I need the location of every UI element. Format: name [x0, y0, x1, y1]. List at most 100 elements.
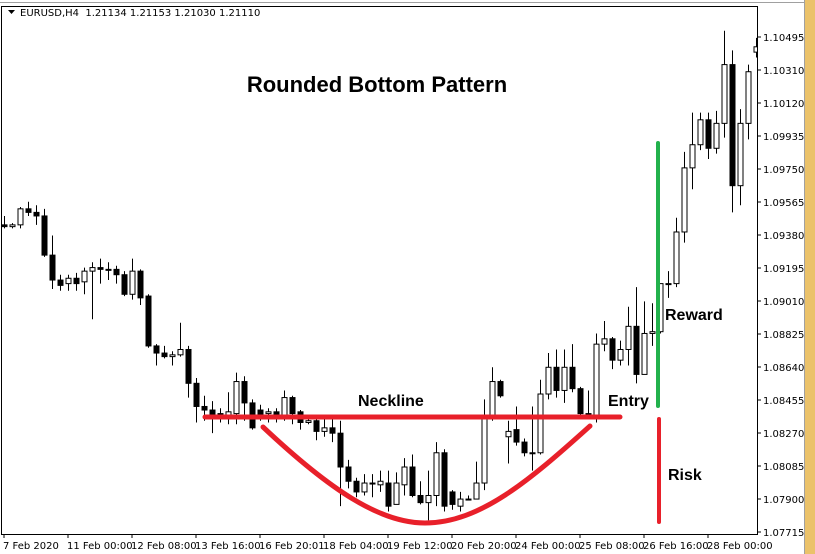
candle: [241, 376, 248, 421]
candle-body-bear: [497, 381, 504, 397]
risk-label: Risk: [668, 467, 702, 484]
candle-body-bear: [569, 366, 576, 390]
y-tick-label: 1.08455: [763, 396, 804, 407]
candle: [545, 353, 552, 400]
candle: [505, 420, 512, 464]
candle-body-bull: [481, 416, 488, 484]
candle-body-bull: [457, 498, 464, 507]
candle: [345, 459, 352, 489]
candle: [377, 470, 384, 492]
y-tick-label: 1.09565: [763, 198, 804, 209]
candle: [73, 272, 80, 291]
candle: [353, 477, 360, 498]
candle-body-bear: [121, 274, 128, 295]
x-tick-label: 20 Feb 20:00: [451, 541, 517, 552]
candle-body-bear: [729, 64, 736, 187]
candle: [745, 64, 752, 140]
candle-body-bull: [169, 354, 176, 358]
candle-body-bear: [521, 441, 528, 454]
candle-body-bear: [153, 345, 160, 354]
candle: [521, 438, 528, 457]
candle-body-bear: [705, 119, 712, 149]
entry-label: Entry: [608, 393, 649, 410]
candle-body-bull: [529, 452, 536, 455]
candle: [313, 417, 320, 441]
candle-body-bull: [233, 381, 240, 415]
candle-body-bull: [641, 332, 648, 375]
candle-body-bear: [289, 397, 296, 415]
candle: [625, 306, 632, 366]
y-tick-label: 1.10495: [763, 33, 804, 44]
candle: [609, 337, 616, 370]
candle-body-bull: [737, 122, 744, 187]
candle: [465, 495, 472, 501]
x-tick-label: 16 Feb 20:01: [259, 541, 325, 552]
candle: [649, 303, 656, 346]
candle: [417, 481, 424, 505]
candle-body-bear: [33, 211, 40, 217]
candle: [449, 490, 456, 510]
y-tick-label: 1.08640: [763, 363, 804, 374]
candle-body-bear: [57, 279, 64, 286]
candle-body-bull: [65, 277, 72, 285]
candle-body-bear: [385, 482, 392, 507]
candle-body-bull: [697, 119, 704, 146]
candle-body-bull: [361, 482, 368, 493]
candle-body-bull: [433, 452, 440, 496]
candle: [289, 395, 296, 425]
x-tick-label: 12 Feb 08:00: [131, 541, 197, 552]
x-tick-label: 18 Feb 04:00: [323, 541, 389, 552]
candle-body-bear: [345, 466, 352, 482]
candle: [169, 351, 176, 366]
candle-body-bear: [201, 405, 208, 411]
candle-body-bull: [81, 270, 88, 283]
candle-body-bear: [185, 348, 192, 384]
x-tick-label: 19 Feb 12:00: [387, 541, 453, 552]
candle: [513, 406, 520, 446]
reward-label: Reward: [665, 307, 723, 324]
candle-body-bull: [489, 381, 496, 418]
candle: [97, 258, 104, 284]
candle-body-bear: [577, 388, 584, 415]
triangle-down-icon[interactable]: [8, 10, 15, 14]
candle: [577, 386, 584, 416]
candle-body-bear: [137, 270, 144, 299]
candle-body-bear: [313, 420, 320, 432]
y-tick-label: 1.08270: [763, 429, 804, 440]
candle: [105, 262, 112, 281]
candle-body-bear: [73, 277, 80, 285]
candle: [569, 344, 576, 393]
y-tick-label: 1.08825: [763, 330, 804, 341]
candle: [705, 112, 712, 159]
chart-title: Rounded Bottom Pattern: [247, 72, 507, 97]
candle-body-bear: [337, 432, 344, 468]
candle-body-bull: [649, 331, 656, 334]
candle-body-bull: [9, 224, 16, 228]
candle-body-bull: [17, 208, 24, 226]
candle: [737, 109, 744, 206]
candle-body-bull: [465, 498, 472, 501]
candle-body-bull: [281, 397, 288, 416]
candle: [81, 267, 88, 295]
candle-body-bull: [721, 64, 728, 124]
x-tick-label: 13 Feb 16:00: [195, 541, 261, 552]
candle: [177, 322, 184, 357]
plot-frame: [1, 6, 758, 535]
candle: [137, 269, 144, 305]
candle: [9, 223, 16, 229]
x-tick-label: 24 Feb 00:00: [515, 541, 581, 552]
candle-body-bull: [321, 427, 328, 432]
candle: [25, 201, 32, 216]
candle: [561, 349, 568, 403]
candle-body-bear: [2, 224, 8, 228]
y-tick-label: 1.10310: [763, 66, 804, 77]
candle: [2, 215, 8, 229]
y-tick-label: 1.09750: [763, 165, 804, 176]
candle: [65, 274, 72, 291]
x-tick-label: 25 Feb 08:00: [579, 541, 645, 552]
rounded-bottom-curve[interactable]: [260, 423, 593, 526]
candle-body-bull: [265, 411, 272, 415]
candle: [329, 418, 336, 443]
candle-body-bull: [545, 366, 552, 395]
